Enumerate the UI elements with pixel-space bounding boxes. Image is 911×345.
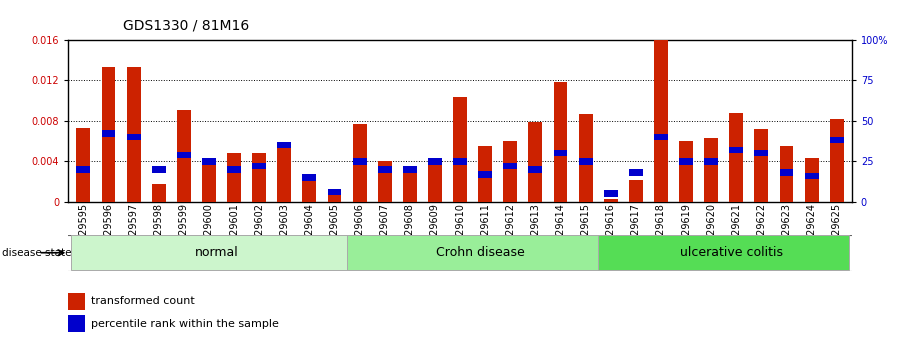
Bar [227, 166, 241, 172]
Text: Crohn disease: Crohn disease [435, 246, 525, 259]
Bar [177, 151, 190, 158]
Bar [102, 130, 116, 137]
Bar [604, 190, 618, 197]
Bar [654, 134, 668, 140]
Bar [679, 141, 693, 202]
Bar [730, 112, 743, 202]
Bar [302, 174, 316, 181]
Bar [754, 129, 768, 202]
Bar [227, 153, 241, 202]
Bar [554, 150, 568, 156]
Bar [478, 146, 492, 202]
Bar [754, 150, 768, 156]
Bar [780, 146, 793, 202]
Bar [403, 166, 416, 172]
Text: disease state: disease state [2, 248, 71, 258]
Bar [453, 158, 467, 165]
Bar [654, 40, 668, 202]
Bar [428, 161, 442, 202]
Bar [177, 110, 190, 202]
Bar [252, 163, 266, 169]
Bar [277, 142, 292, 148]
Bar [127, 67, 140, 202]
Bar [629, 179, 643, 202]
Bar [68, 315, 85, 333]
Bar [378, 166, 392, 172]
Text: ulcerative colitis: ulcerative colitis [680, 246, 783, 259]
Bar [604, 199, 618, 202]
Bar [804, 158, 818, 202]
Bar [780, 169, 793, 176]
Bar [428, 158, 442, 165]
FancyBboxPatch shape [71, 235, 347, 270]
Text: GDS1330 / 81M16: GDS1330 / 81M16 [123, 19, 250, 33]
Bar [679, 158, 693, 165]
Bar [504, 163, 517, 169]
Text: percentile rank within the sample: percentile rank within the sample [91, 319, 279, 329]
Bar [77, 128, 90, 202]
Bar [102, 67, 116, 202]
Bar [554, 82, 568, 202]
Bar [578, 114, 592, 202]
Bar [252, 153, 266, 202]
Bar [478, 171, 492, 178]
Bar [504, 141, 517, 202]
Bar [403, 166, 416, 202]
Bar [353, 124, 366, 202]
FancyBboxPatch shape [347, 235, 599, 270]
Bar [730, 147, 743, 153]
FancyBboxPatch shape [599, 235, 849, 270]
Bar [152, 184, 166, 202]
Bar [629, 169, 643, 176]
Bar [830, 119, 844, 202]
Bar [202, 159, 216, 202]
Bar [528, 122, 542, 202]
Text: normal: normal [195, 246, 239, 259]
Text: transformed count: transformed count [91, 296, 195, 306]
Bar [127, 134, 140, 140]
Bar [804, 172, 818, 179]
Bar [202, 158, 216, 165]
Bar [378, 161, 392, 202]
Bar [528, 166, 542, 172]
Bar [704, 158, 718, 165]
Bar [353, 158, 366, 165]
Bar [77, 166, 90, 172]
Bar [302, 179, 316, 202]
Bar [328, 189, 342, 195]
Bar [704, 138, 718, 202]
Bar [68, 293, 85, 310]
Bar [830, 137, 844, 144]
Bar [277, 146, 292, 202]
Bar [578, 158, 592, 165]
Bar [152, 166, 166, 172]
Bar [453, 97, 467, 202]
Bar [328, 194, 342, 202]
